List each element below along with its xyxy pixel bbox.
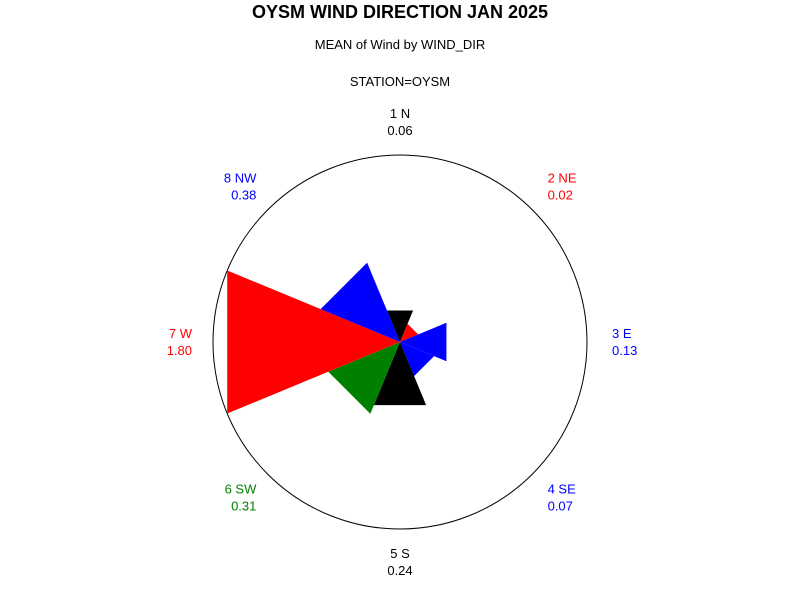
direction-label-ne: 2 NE — [548, 170, 577, 185]
value-label-w: 1.80 — [167, 343, 192, 358]
value-label-sw: 0.31 — [231, 499, 256, 514]
outer-circle — [212, 154, 588, 530]
value-label-nw: 0.38 — [231, 187, 256, 202]
chart-title: OYSM WIND DIRECTION JAN 2025 — [252, 2, 548, 22]
direction-label-nw: 8 NW — [224, 170, 257, 185]
wedge-n — [386, 310, 414, 342]
station-label: STATION=OYSM — [350, 74, 450, 89]
wedge-se — [400, 342, 435, 377]
wedge-e — [400, 322, 447, 362]
direction-label-w: 7 W — [169, 326, 193, 341]
wedge-nw — [320, 262, 400, 342]
direction-label-e: 3 E — [612, 326, 632, 341]
wedge-s — [373, 342, 427, 406]
wedge-group — [227, 262, 447, 414]
wedge-ne — [400, 323, 419, 342]
direction-label-s: 5 S — [390, 546, 410, 561]
wedge-w — [227, 270, 400, 414]
direction-label-se: 4 SE — [548, 482, 577, 497]
value-label-n: 0.06 — [387, 123, 412, 138]
direction-label-group: 1 N 0.06 2 NE 0.02 3 E 0.13 4 SE 0.07 5 S 0.24 6 S… — [167, 106, 638, 578]
value-label-se: 0.07 — [548, 499, 573, 514]
chart-subtitle: MEAN of Wind by WIND_DIR — [315, 37, 485, 52]
value-label-s: 0.24 — [387, 563, 412, 578]
direction-label-sw: 6 SW — [225, 482, 258, 497]
value-label-e: 0.13 — [612, 343, 637, 358]
wedge-sw — [328, 342, 400, 414]
direction-label-n: 1 N — [390, 106, 410, 121]
value-label-ne: 0.02 — [548, 187, 573, 202]
